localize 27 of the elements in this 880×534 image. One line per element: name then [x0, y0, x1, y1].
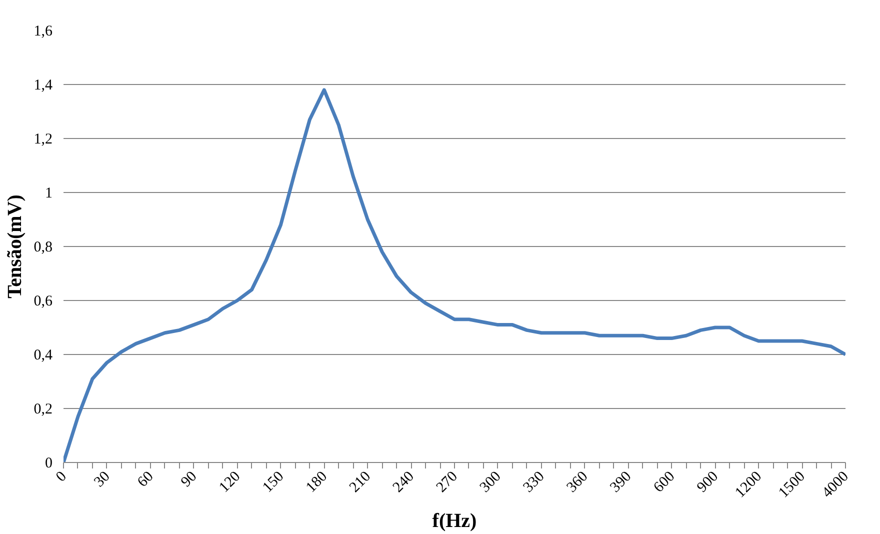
x-tick-label: 300 — [477, 468, 504, 496]
x-tick-label: 90 — [178, 468, 200, 490]
x-tick-label: 30 — [91, 468, 114, 490]
x-tick-label: 360 — [564, 468, 592, 496]
y-tick-label: 1 — [45, 186, 52, 202]
x-tick-label: 4000 — [819, 468, 852, 502]
x-tick-label: 210 — [346, 468, 374, 496]
x-tick-label: 600 — [650, 468, 678, 496]
y-tick-label: 1,6 — [34, 24, 53, 40]
x-tick-label: 180 — [303, 468, 331, 496]
y-tick-label: 0,4 — [34, 348, 53, 364]
y-tick-label: 0 — [45, 456, 52, 472]
x-tick-label: 60 — [134, 468, 157, 490]
y-tick-label: 1,2 — [34, 132, 52, 148]
y-axis-title: Tensão(mV) — [4, 194, 26, 298]
x-tick-label: 150 — [260, 468, 288, 496]
y-tick-label: 0,2 — [34, 402, 52, 418]
x-tick-label: 330 — [520, 468, 548, 496]
x-tick-label: 270 — [434, 468, 461, 496]
y-tick-label: 0,6 — [34, 294, 53, 310]
x-axis-title: f(Hz) — [432, 510, 477, 532]
x-tick-label: 120 — [216, 468, 244, 496]
y-tick-label: 1,4 — [34, 78, 53, 94]
x-tick-label: 900 — [694, 468, 722, 496]
y-tick-label: 0,8 — [34, 240, 52, 256]
x-tick-label: 240 — [390, 468, 418, 496]
x-tick-label: 390 — [607, 468, 635, 496]
